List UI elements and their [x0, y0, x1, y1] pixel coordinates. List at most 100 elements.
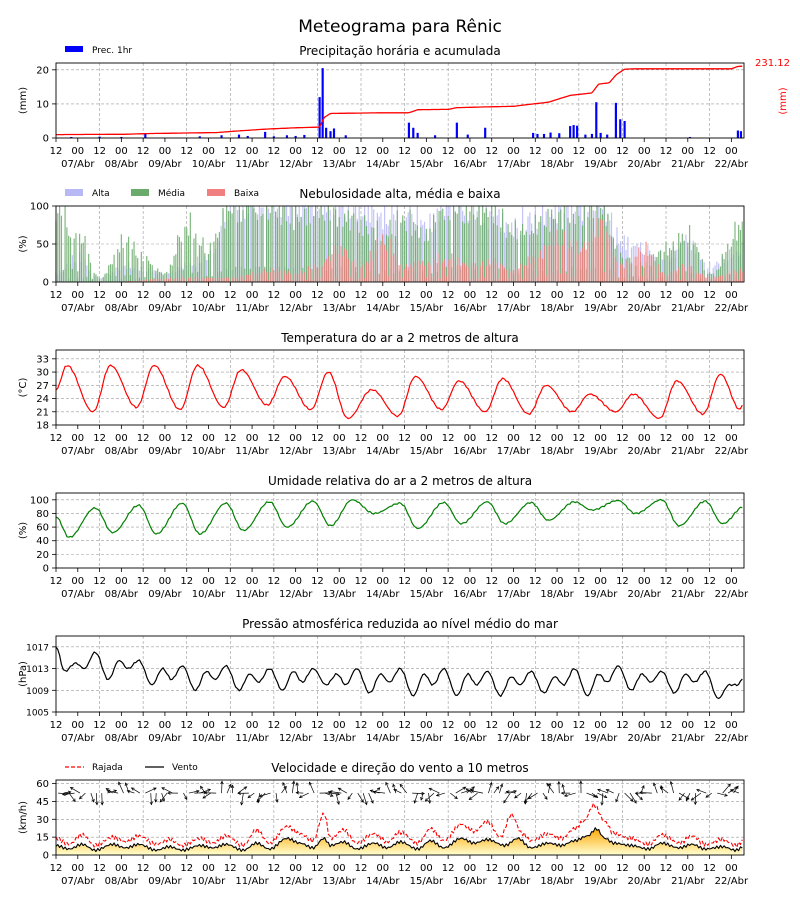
x-day-label: 12/Abr — [279, 733, 313, 744]
wind-direction-arrow — [95, 793, 98, 805]
wind-direction-arrow — [347, 792, 353, 800]
cloud-bar-media — [282, 207, 284, 282]
cloud-bar-media — [531, 230, 533, 282]
x-hour-label: 12 — [442, 576, 455, 587]
wind-direction-arrow — [660, 786, 669, 794]
cloud-bar-baixa — [137, 280, 139, 282]
cloud-bar-baixa — [538, 257, 540, 282]
cloud-bar-media — [124, 275, 126, 282]
wind-direction-arrowhead — [729, 789, 734, 793]
wind-direction-arrow — [70, 787, 81, 794]
wind-direction-arrowhead — [161, 787, 165, 791]
cloud-bar-baixa — [716, 277, 718, 282]
cloud-bar-baixa — [209, 278, 211, 282]
cloud-bar-media — [712, 273, 714, 282]
wind-direction-arrowhead — [100, 801, 104, 806]
wind-direction-arrowhead — [149, 801, 153, 806]
cloud-bar-media — [320, 206, 322, 282]
wind-direction-arrowhead — [154, 799, 158, 803]
cloud-bar-baixa — [138, 280, 141, 282]
wind-direction-arrow — [296, 782, 299, 794]
cloud-bar-baixa — [258, 279, 260, 282]
cloud-bar-media — [307, 206, 309, 282]
cloud-bar-media — [560, 209, 562, 282]
cloud-bar-baixa — [367, 263, 369, 282]
cloud-bar-baixa — [334, 276, 337, 282]
cloud-bar-media — [327, 206, 329, 282]
wind-direction-arrow — [256, 792, 266, 802]
x-hour-label: 12 — [442, 433, 455, 444]
cloud-bar-media — [71, 269, 73, 282]
cloud-bar-baixa — [571, 246, 573, 282]
cloud-bar-baixa — [389, 239, 391, 282]
cloud-bar-media — [443, 219, 446, 282]
cloud-bar-baixa — [698, 273, 700, 282]
cloud-bar-media — [266, 206, 268, 282]
x-hour-label: 00 — [202, 146, 215, 157]
wind-direction-arrow — [528, 792, 538, 800]
cloud-bar-media — [438, 210, 440, 282]
cloud-bar-baixa — [135, 280, 137, 282]
cloud-bar-media — [216, 237, 219, 282]
wind-direction-arrow — [606, 789, 614, 794]
y-tick-label: 60 — [36, 523, 49, 534]
cloud-bar-media — [262, 213, 264, 282]
cloud-bar-media — [681, 233, 683, 282]
cloud-bar-media — [115, 276, 117, 282]
cloud-bar-baixa — [699, 274, 702, 282]
x-hour-label: 00 — [289, 146, 302, 157]
cloud-bar-baixa — [391, 255, 393, 282]
cloud-bar-media — [365, 226, 368, 282]
cloud-bar-baixa — [403, 268, 406, 282]
x-hour-label: 00 — [376, 576, 389, 587]
cloud-bar-media — [329, 220, 331, 282]
cloud-bar-media — [659, 250, 662, 282]
wind-direction-arrow — [424, 792, 435, 802]
x-hour-label: 12 — [180, 433, 193, 444]
cloud-bar-baixa — [320, 277, 322, 282]
cloud-bar-baixa — [661, 272, 663, 282]
wind-direction-arrow — [412, 792, 425, 794]
wind-direction-arrowhead — [600, 802, 604, 806]
cloud-bar-media — [402, 215, 404, 282]
x-hour-label: 12 — [355, 146, 368, 157]
cloud-bar-alta — [685, 234, 687, 282]
cloud-bar-alta — [273, 206, 275, 282]
cloud-bar-baixa — [658, 264, 660, 282]
wind-direction-arrow — [161, 787, 173, 794]
cloud-bar-media — [458, 206, 460, 282]
cloud-bar-media — [427, 240, 429, 282]
wind-direction-arrowhead — [603, 794, 608, 799]
cloud-bar-baixa — [251, 271, 253, 282]
cloud-bar-baixa — [674, 270, 676, 282]
x-hour-label: 00 — [71, 720, 84, 731]
x-day-label: 15/Abr — [410, 159, 444, 170]
cloud-bar-media — [338, 217, 340, 282]
precip-bar — [590, 133, 594, 138]
cloud-bar-baixa — [647, 255, 649, 282]
cloud-bar-baixa — [285, 274, 288, 282]
x-day-label: 10/Abr — [192, 446, 226, 457]
cloud-bar-baixa — [182, 276, 184, 282]
cloud-bar-baixa — [532, 255, 535, 282]
precip-bar — [584, 134, 587, 138]
cloud-bar-media — [403, 220, 406, 282]
cloud-bar-alta — [287, 216, 289, 282]
cloud-bar-media — [509, 232, 511, 282]
y-tick-label: 1013 — [26, 665, 49, 675]
cloud-bar-baixa — [665, 280, 667, 282]
cloud-bar-baixa — [527, 256, 529, 282]
x-hour-label: 00 — [289, 720, 302, 731]
cloud-bar-media — [718, 269, 720, 282]
x-day-label: 22/Abr — [715, 303, 749, 314]
x-hour-label: 12 — [93, 433, 106, 444]
y-tick-label: 20 — [36, 550, 49, 561]
cloud-bar-media — [218, 232, 220, 282]
wind-direction-arrow — [471, 790, 484, 794]
cloud-bar-media — [423, 241, 426, 282]
cloud-bar-baixa — [536, 277, 538, 282]
x-day-label: 12/Abr — [279, 876, 313, 887]
cloud-bar-alta — [690, 250, 693, 282]
precip-bar — [98, 136, 101, 138]
wind-direction-arrowhead — [376, 787, 381, 791]
